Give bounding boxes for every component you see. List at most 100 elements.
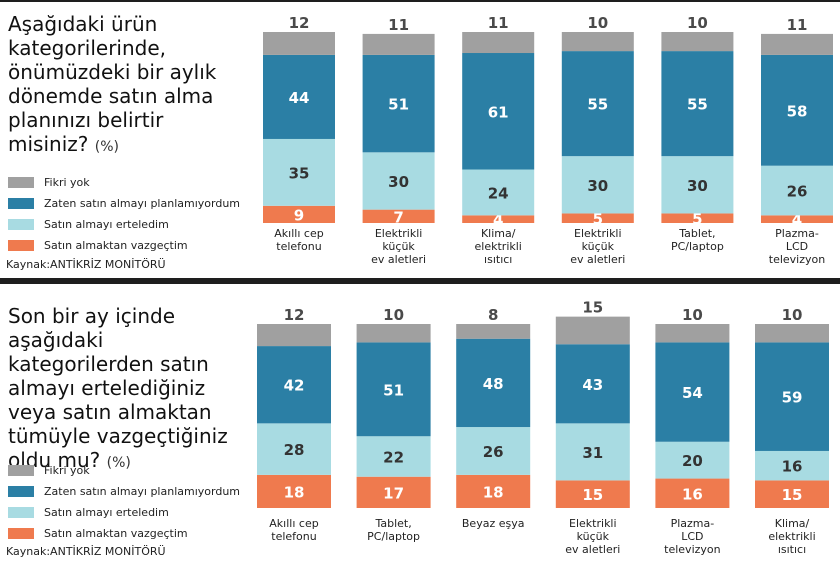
data-label: 20 bbox=[682, 452, 703, 470]
category-label: küçük bbox=[382, 240, 415, 253]
bar-segment-no-opinion bbox=[561, 32, 634, 52]
bar-segment-no-opinion bbox=[755, 324, 829, 343]
category-label: Elektrikli bbox=[569, 517, 617, 530]
bar-segment-gave-up bbox=[561, 213, 634, 223]
category-label: ev aletleri bbox=[570, 253, 625, 266]
bar-segment-gave-up bbox=[362, 209, 435, 223]
data-label: 12 bbox=[284, 306, 305, 324]
data-label: 18 bbox=[483, 483, 504, 501]
category-label: Plazma- bbox=[775, 227, 819, 240]
category-label: ısıtıcı bbox=[778, 543, 806, 556]
panel-1: Aşağıdaki ürün kategorilerinde, önümüzde… bbox=[0, 0, 840, 276]
data-label: 58 bbox=[787, 102, 808, 120]
bar-segment-not-planning bbox=[462, 53, 535, 170]
bar-segment-gave-up bbox=[555, 480, 630, 508]
legend-item-postponed: Satın almayı erteledim bbox=[8, 214, 240, 235]
category-label: Klima/ bbox=[775, 517, 810, 530]
data-label: 10 bbox=[587, 14, 608, 32]
bar-segment-no-opinion bbox=[555, 316, 630, 345]
chart-1-legend: Fikri yok Zaten satın almayı planlamıyor… bbox=[8, 172, 240, 256]
legend-swatch-postponed bbox=[8, 507, 34, 518]
chart-2-source: Kaynak:ANTİKRİZ MONİTÖRÜ bbox=[6, 545, 166, 558]
bar-segment-no-opinion bbox=[655, 324, 730, 343]
bar-segment-not-planning bbox=[561, 51, 634, 157]
chart-2-title: Son bir ay içinde aşağıdaki kategorilerd… bbox=[8, 304, 248, 475]
category-label: PC/laptop bbox=[671, 240, 724, 253]
legend-label: Fikri yok bbox=[44, 464, 90, 477]
data-label: 26 bbox=[483, 443, 504, 461]
middle-rule bbox=[0, 278, 840, 284]
bar-segment-postponed bbox=[257, 423, 331, 475]
data-label: 16 bbox=[782, 458, 803, 476]
chart-1-source: Kaynak:ANTİKRİZ MONİTÖRÜ bbox=[6, 258, 166, 271]
data-label: 54 bbox=[682, 384, 703, 402]
category-label: telefonu bbox=[271, 530, 316, 543]
bar-segment-postponed bbox=[456, 427, 531, 475]
data-label: 55 bbox=[687, 96, 708, 114]
data-label: 24 bbox=[488, 184, 509, 202]
data-label: 31 bbox=[582, 444, 603, 462]
data-label: 11 bbox=[488, 14, 509, 32]
bar-segment-gave-up bbox=[755, 480, 829, 508]
bar-segment-not-planning bbox=[356, 342, 431, 437]
category-label: televizyon bbox=[769, 253, 825, 266]
legend-label: Fikri yok bbox=[44, 176, 90, 189]
category-label: elektrikli bbox=[768, 530, 815, 543]
category-label: PC/laptop bbox=[367, 530, 420, 543]
chart-1-title: Aşağıdaki ürün kategorilerinde, önümüzde… bbox=[8, 12, 248, 159]
bar-segment-postponed bbox=[655, 441, 730, 479]
data-label: 30 bbox=[687, 177, 708, 195]
category-label: Tablet, bbox=[678, 227, 715, 240]
bar-segment-not-planning bbox=[761, 54, 833, 166]
chart-1-title-text: Aşağıdaki ürün kategorilerinde, önümüzde… bbox=[8, 12, 217, 156]
data-label: 16 bbox=[682, 485, 703, 503]
bar-segment-postponed bbox=[561, 156, 634, 214]
data-label: 4 bbox=[792, 211, 802, 229]
bar-segment-postponed bbox=[755, 450, 829, 481]
panel-2: Son bir ay içinde aşağıdaki kategorilerd… bbox=[0, 284, 840, 576]
bar-segment-no-opinion bbox=[362, 33, 435, 55]
data-label: 26 bbox=[787, 183, 808, 201]
data-label: 42 bbox=[284, 377, 305, 395]
data-label: 15 bbox=[582, 299, 603, 317]
data-label: 5 bbox=[593, 210, 603, 228]
category-label: küçük bbox=[582, 240, 615, 253]
data-label: 51 bbox=[388, 96, 409, 114]
bar-segment-gave-up bbox=[462, 215, 535, 223]
data-label: 22 bbox=[383, 448, 404, 466]
bar-segment-gave-up bbox=[263, 205, 335, 223]
bar-segment-postponed bbox=[555, 423, 630, 481]
bar-segment-not-planning bbox=[655, 342, 730, 442]
chart-1-unit: (%) bbox=[94, 139, 119, 155]
category-label: ev aletleri bbox=[371, 253, 426, 266]
legend-label: Satın almaktan vazgeçtim bbox=[44, 239, 188, 252]
bar-segment-postponed bbox=[356, 436, 431, 477]
chart-2-unit: (%) bbox=[106, 455, 131, 471]
data-label: 48 bbox=[483, 375, 504, 393]
data-label: 28 bbox=[284, 441, 305, 459]
bar-segment-gave-up bbox=[661, 213, 734, 223]
legend-swatch-no-opinion bbox=[8, 177, 34, 188]
legend-swatch-not-planning bbox=[8, 198, 34, 209]
legend-label: Satın almayı erteledim bbox=[44, 506, 169, 519]
data-label: 10 bbox=[782, 306, 803, 324]
category-label: Tablet, bbox=[374, 517, 411, 530]
data-label: 11 bbox=[388, 16, 409, 34]
data-label: 30 bbox=[587, 177, 608, 195]
legend-swatch-gave-up bbox=[8, 240, 34, 251]
bar-segment-not-planning bbox=[555, 344, 630, 424]
legend-item-not-planning: Zaten satın almayı planlamıyordum bbox=[8, 481, 240, 502]
bar-segment-not-planning bbox=[661, 51, 734, 157]
category-label: ısıtıcı bbox=[484, 253, 512, 266]
data-label: 10 bbox=[687, 14, 708, 32]
bar-segment-no-opinion bbox=[462, 32, 535, 54]
chart-2-legend: Fikri yok Zaten satın almayı planlamıyor… bbox=[8, 460, 240, 544]
category-label: Klima/ bbox=[481, 227, 516, 240]
data-label: 18 bbox=[284, 483, 305, 501]
bar-segment-gave-up bbox=[257, 474, 331, 508]
legend-label: Zaten satın almayı planlamıyordum bbox=[44, 485, 241, 498]
bar-segment-not-planning bbox=[456, 338, 531, 428]
legend-swatch-postponed bbox=[8, 219, 34, 230]
